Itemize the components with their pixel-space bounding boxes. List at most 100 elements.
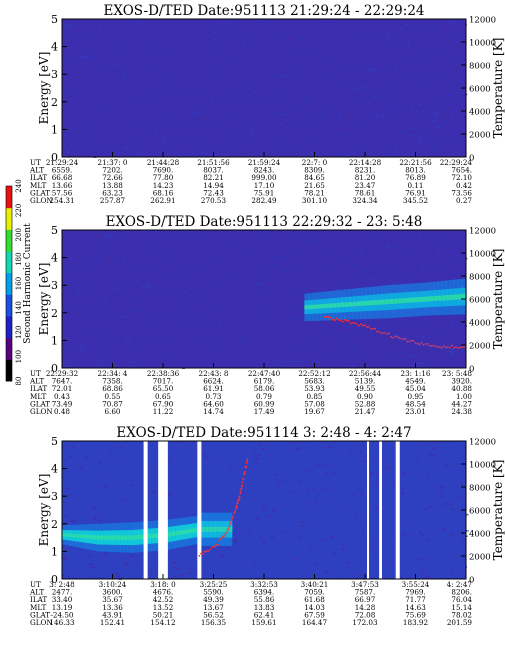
heatmap-cell [373,279,377,281]
heatmap-cell [432,120,436,122]
heatmap-cell [117,455,121,458]
heatmap-cell [234,256,238,259]
heatmap-cell [162,137,166,139]
heatmap-cell [398,575,402,578]
heatmap-band-peak [99,535,104,540]
ephemeris-row-label: GLAT [30,399,50,408]
ephemeris-value: 23.01 [405,407,426,416]
heatmap-cell [337,335,341,337]
colorbar-tick-label: 80 [15,377,23,386]
heatmap-cell [451,508,455,510]
ephemeris-value: 0.27 [456,196,472,205]
heatmap-cell [393,281,397,284]
heatmap-cell [151,232,155,234]
heatmap-band-peak [223,526,226,532]
heatmap-cell [248,133,252,136]
heatmap-cell [280,131,284,134]
heatmap-cell [312,28,316,30]
heatmap-cell [447,124,451,127]
temperature-point [243,473,246,476]
heatmap-cell [450,353,454,355]
heatmap-cell [185,503,189,506]
heatmap-cell [70,50,74,52]
heatmap-band-peak [336,302,342,308]
heatmap-cell [202,251,206,253]
heatmap-cell [73,312,77,314]
ephemeris-row-label: GLAT [30,188,50,197]
heatmap-cell [281,113,285,115]
heatmap-cell [345,138,349,140]
heatmap-cell [446,61,450,63]
heatmap-cell [123,146,127,149]
heatmap-cell [249,530,253,533]
heatmap-cell [377,555,381,557]
heatmap-cell [232,477,236,479]
heatmap-cell [314,480,318,483]
heatmap-cell [341,455,345,458]
heatmap-cell [377,134,381,137]
heatmap-cell [321,57,325,60]
heatmap-cell [372,68,376,71]
temperature-point [418,343,421,346]
heatmap-cell [350,87,354,90]
ephemeris-value: 5139. [355,377,376,386]
heatmap-cell [294,531,298,534]
heatmap-band-peak [222,526,225,532]
heatmap-cell [384,535,388,538]
heatmap-cell [313,142,317,145]
ephemeris-value: 70.87 [102,399,123,408]
heatmap-band-peak [312,304,318,309]
heatmap-cell [202,75,206,77]
temperature-point [452,346,455,349]
temperature-point [226,529,229,532]
heatmap-cell [253,561,257,563]
heatmap-cell [291,491,295,493]
heatmap-cell [436,333,440,335]
heatmap-cell [401,324,405,326]
heatmap-cell [335,288,339,291]
heatmap-cell [225,474,229,477]
heatmap-cell [240,531,244,534]
colorbar-tick-label: 180 [15,252,23,265]
heatmap-cell [406,522,410,524]
y2-tick-label: 4000 [469,108,491,118]
temperature-point [331,318,334,321]
heatmap-band-peak [229,526,231,532]
heatmap-band-peak [217,526,219,532]
temperature-point [372,327,374,330]
heatmap-cell [133,299,137,301]
ephemeris-value: 77.80 [153,173,174,182]
heatmap-cell [411,70,415,73]
y-axis-label: Energy [eV] [37,52,51,125]
heatmap-cell [377,238,381,241]
heatmap-cell [272,96,276,98]
heatmap-cell [107,88,111,90]
heatmap-cell [136,134,140,137]
heatmap-cell [66,568,70,571]
heatmap-cell [230,479,234,481]
heatmap-cell [282,72,286,74]
heatmap-cell [185,103,189,106]
heatmap-cell [226,95,230,97]
heatmap-cell [321,339,325,341]
heatmap-cell [404,357,408,360]
heatmap-cell [443,363,447,366]
heatmap-cell [393,248,397,250]
heatmap-cell [232,275,236,277]
heatmap-cell [168,277,172,280]
heatmap-cell [283,137,287,140]
ephemeris-value: 254.31 [49,196,74,205]
heatmap-cell [305,441,309,443]
heatmap-band-peak [92,535,97,540]
heatmap-band-peak [397,298,402,304]
heatmap-cell [223,284,227,286]
heatmap-cell [263,327,267,330]
heatmap-cell [110,571,114,573]
heatmap-cell [115,572,119,575]
heatmap-cell [318,517,322,520]
heatmap-cell [284,561,288,564]
heatmap-cell [419,249,423,252]
heatmap-cell [126,310,130,312]
heatmap-cell [251,553,255,556]
heatmap-cell [134,319,138,322]
